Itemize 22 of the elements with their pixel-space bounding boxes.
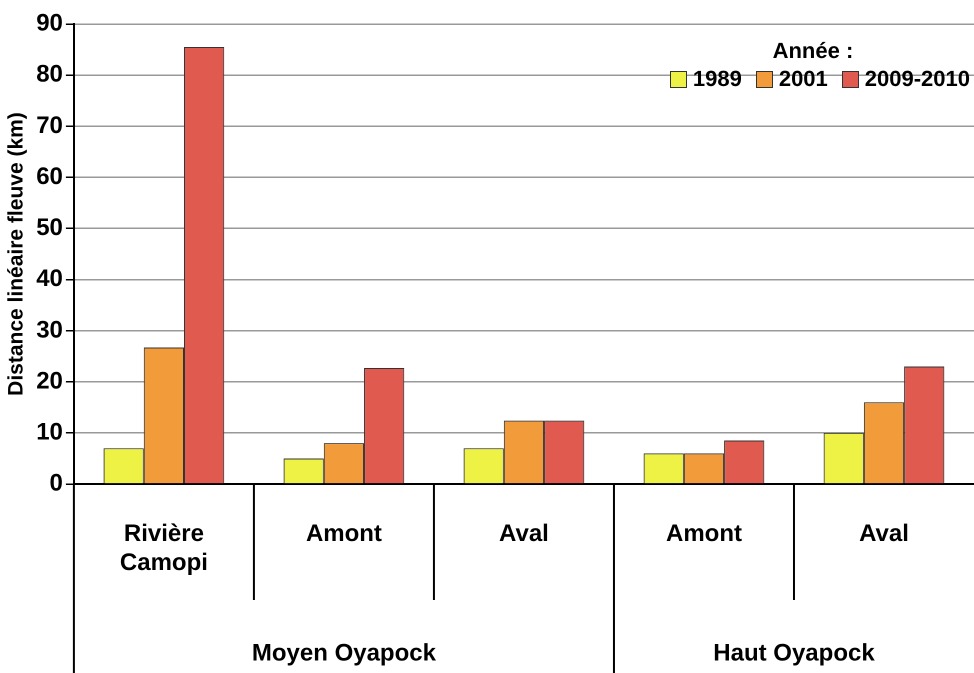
legend-title: Année : (772, 38, 854, 64)
y-tick-label: 60 (36, 162, 63, 190)
legend-label: 2009-2010 (864, 66, 970, 92)
legend-label: 1989 (692, 66, 742, 92)
x-tick-label: Amont (666, 520, 742, 548)
x-tick-label: Aval (499, 520, 549, 548)
y-tick-label: 0 (50, 470, 63, 497)
legend-label: 2001 (778, 66, 828, 92)
x-tick-label: Rivière Camopi (120, 520, 208, 576)
x-tick-label: Amont (306, 520, 382, 548)
x-tick-label: Aval (859, 520, 909, 548)
y-tick-label: 30 (36, 316, 63, 344)
y-axis-title: Distance linéaire fleuve (km) (4, 112, 28, 396)
y-tick-label: 70 (36, 112, 63, 139)
y-tick-label: 20 (36, 367, 63, 394)
y-tick-label: 80 (36, 60, 63, 88)
y-tick-label: 10 (36, 418, 63, 446)
text: Moyen Oyapock (252, 640, 437, 667)
y-tick-label: 90 (36, 10, 63, 37)
text: Haut Oyapock (713, 640, 876, 667)
y-tick-label: 40 (36, 265, 63, 292)
y-tick-label: 50 (36, 214, 63, 242)
